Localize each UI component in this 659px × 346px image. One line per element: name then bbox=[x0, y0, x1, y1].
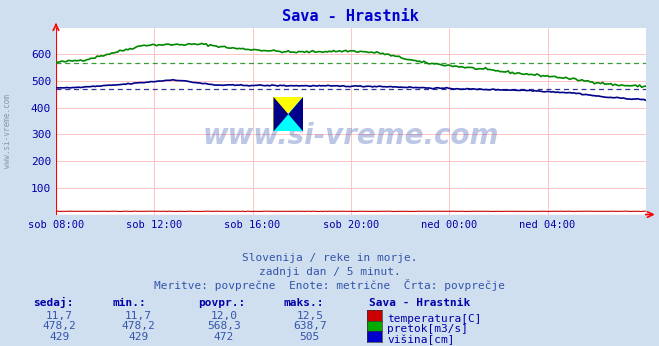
Text: ned 00:00: ned 00:00 bbox=[421, 220, 477, 230]
Text: 568,3: 568,3 bbox=[207, 321, 241, 331]
Text: sob 12:00: sob 12:00 bbox=[126, 220, 183, 230]
Text: 429: 429 bbox=[49, 332, 69, 342]
Text: www.si-vreme.com: www.si-vreme.com bbox=[3, 94, 13, 169]
Text: maks.:: maks.: bbox=[283, 298, 324, 308]
Text: zadnji dan / 5 minut.: zadnji dan / 5 minut. bbox=[258, 267, 401, 277]
Text: 478,2: 478,2 bbox=[121, 321, 156, 331]
Text: Meritve: povprečne  Enote: metrične  Črta: povprečje: Meritve: povprečne Enote: metrične Črta:… bbox=[154, 279, 505, 291]
Text: pretok[m3/s]: pretok[m3/s] bbox=[387, 325, 469, 334]
Text: min.:: min.: bbox=[112, 298, 146, 308]
Polygon shape bbox=[273, 97, 303, 131]
Text: 478,2: 478,2 bbox=[42, 321, 76, 331]
Text: 505: 505 bbox=[300, 332, 320, 342]
Text: povpr.:: povpr.: bbox=[198, 298, 245, 308]
Text: www.si-vreme.com: www.si-vreme.com bbox=[203, 122, 499, 150]
Text: 638,7: 638,7 bbox=[293, 321, 327, 331]
Text: Sava - Hrastnik: Sava - Hrastnik bbox=[369, 298, 471, 308]
Polygon shape bbox=[273, 97, 289, 131]
Title: Sava - Hrastnik: Sava - Hrastnik bbox=[283, 9, 419, 24]
Text: višina[cm]: višina[cm] bbox=[387, 335, 455, 345]
Text: sob 16:00: sob 16:00 bbox=[225, 220, 281, 230]
Text: sob 20:00: sob 20:00 bbox=[323, 220, 379, 230]
Polygon shape bbox=[289, 97, 303, 131]
Text: 11,7: 11,7 bbox=[46, 311, 72, 321]
Text: 12,0: 12,0 bbox=[211, 311, 237, 321]
Text: 11,7: 11,7 bbox=[125, 311, 152, 321]
Polygon shape bbox=[273, 97, 303, 131]
Text: sedaj:: sedaj: bbox=[33, 297, 73, 308]
Text: Slovenija / reke in morje.: Slovenija / reke in morje. bbox=[242, 253, 417, 263]
Text: 472: 472 bbox=[214, 332, 234, 342]
Text: sob 08:00: sob 08:00 bbox=[28, 220, 84, 230]
Text: ned 04:00: ned 04:00 bbox=[519, 220, 576, 230]
Text: temperatura[C]: temperatura[C] bbox=[387, 314, 482, 324]
Text: 12,5: 12,5 bbox=[297, 311, 323, 321]
Text: 429: 429 bbox=[129, 332, 148, 342]
